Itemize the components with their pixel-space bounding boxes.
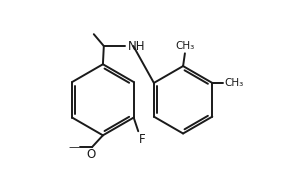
Text: F: F <box>139 133 146 146</box>
Text: O: O <box>86 148 96 161</box>
Text: CH₃: CH₃ <box>224 78 243 88</box>
Text: CH₃: CH₃ <box>175 41 194 51</box>
Text: —: — <box>68 142 79 152</box>
Text: NH: NH <box>128 40 145 53</box>
